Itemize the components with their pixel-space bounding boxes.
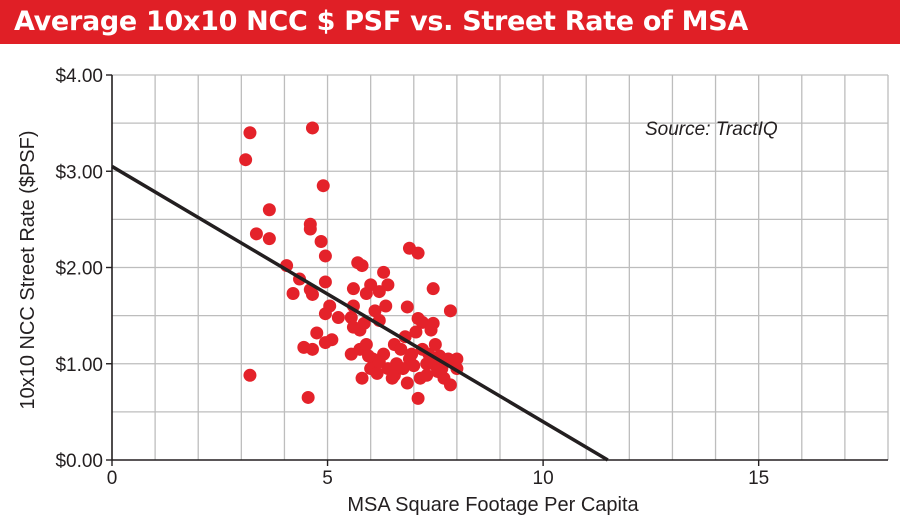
data-point <box>355 371 369 385</box>
data-point <box>325 333 339 347</box>
data-point <box>243 368 257 382</box>
data-point <box>357 316 371 330</box>
data-point <box>450 352 464 366</box>
data-point <box>301 390 315 404</box>
trend-line <box>111 164 609 462</box>
source-annotation: Source: TractIQ <box>645 119 778 140</box>
data-point <box>362 349 376 363</box>
chart-title: Average 10x10 NCC $ PSF vs. Street Rate … <box>14 6 748 37</box>
y-tick-label: $3.00 <box>55 162 103 183</box>
data-point <box>409 325 423 339</box>
data-point <box>411 391 425 405</box>
data-point <box>394 342 408 356</box>
data-point <box>262 203 276 217</box>
data-point <box>428 338 442 351</box>
axes <box>106 74 888 466</box>
data-point <box>316 179 330 193</box>
y-tick-label: $0.00 <box>55 451 103 472</box>
trend-line-group <box>111 164 609 462</box>
y-tick-label: $2.00 <box>55 259 103 280</box>
data-point <box>359 286 373 300</box>
data-point <box>372 285 386 299</box>
x-tick-label: 5 <box>322 468 333 489</box>
data-point <box>420 368 434 382</box>
data-point <box>443 304 457 318</box>
data-point <box>303 222 317 236</box>
data-point <box>305 287 319 301</box>
data-point <box>310 326 324 340</box>
y-tick-label: $1.00 <box>55 355 103 376</box>
data-point <box>318 307 332 321</box>
data-point <box>262 232 276 246</box>
data-point <box>305 342 319 356</box>
gridlines <box>112 74 889 460</box>
y-tick-label: $4.00 <box>55 66 103 87</box>
x-tick-label: 15 <box>748 468 769 489</box>
data-point <box>411 246 425 260</box>
data-point <box>359 338 373 351</box>
x-tick-label: 10 <box>533 468 554 489</box>
data-point <box>407 359 421 373</box>
data-point <box>286 286 300 300</box>
data-points <box>239 121 464 405</box>
x-tick-label: 0 <box>107 468 118 489</box>
data-point <box>249 227 263 241</box>
data-point <box>318 249 332 263</box>
data-point <box>400 376 414 390</box>
data-point <box>424 323 438 337</box>
data-point <box>443 378 457 392</box>
data-point <box>400 300 414 314</box>
data-point <box>390 357 404 371</box>
title-banner: Average 10x10 NCC $ PSF vs. Street Rate … <box>0 0 900 44</box>
tick-labels: $0.00 $1.00 $2.00 $3.00 $4.00 0 5 10 15 <box>55 66 769 489</box>
data-point <box>377 265 391 279</box>
data-point <box>243 126 257 140</box>
y-axis-title: 10x10 NCC Street Rate ($PSF) <box>17 131 39 410</box>
data-point <box>305 121 319 135</box>
data-point <box>355 259 369 273</box>
data-point <box>318 275 332 289</box>
data-point <box>426 282 440 296</box>
data-point <box>239 153 253 167</box>
data-point <box>370 366 384 380</box>
data-point <box>405 347 419 361</box>
data-point <box>385 371 399 385</box>
data-point <box>331 311 345 325</box>
data-point <box>346 282 360 296</box>
data-point <box>379 299 393 313</box>
data-point <box>372 355 386 369</box>
data-point <box>415 315 429 329</box>
x-axis-title: MSA Square Footage Per Capita <box>347 494 639 516</box>
data-point <box>314 235 328 249</box>
